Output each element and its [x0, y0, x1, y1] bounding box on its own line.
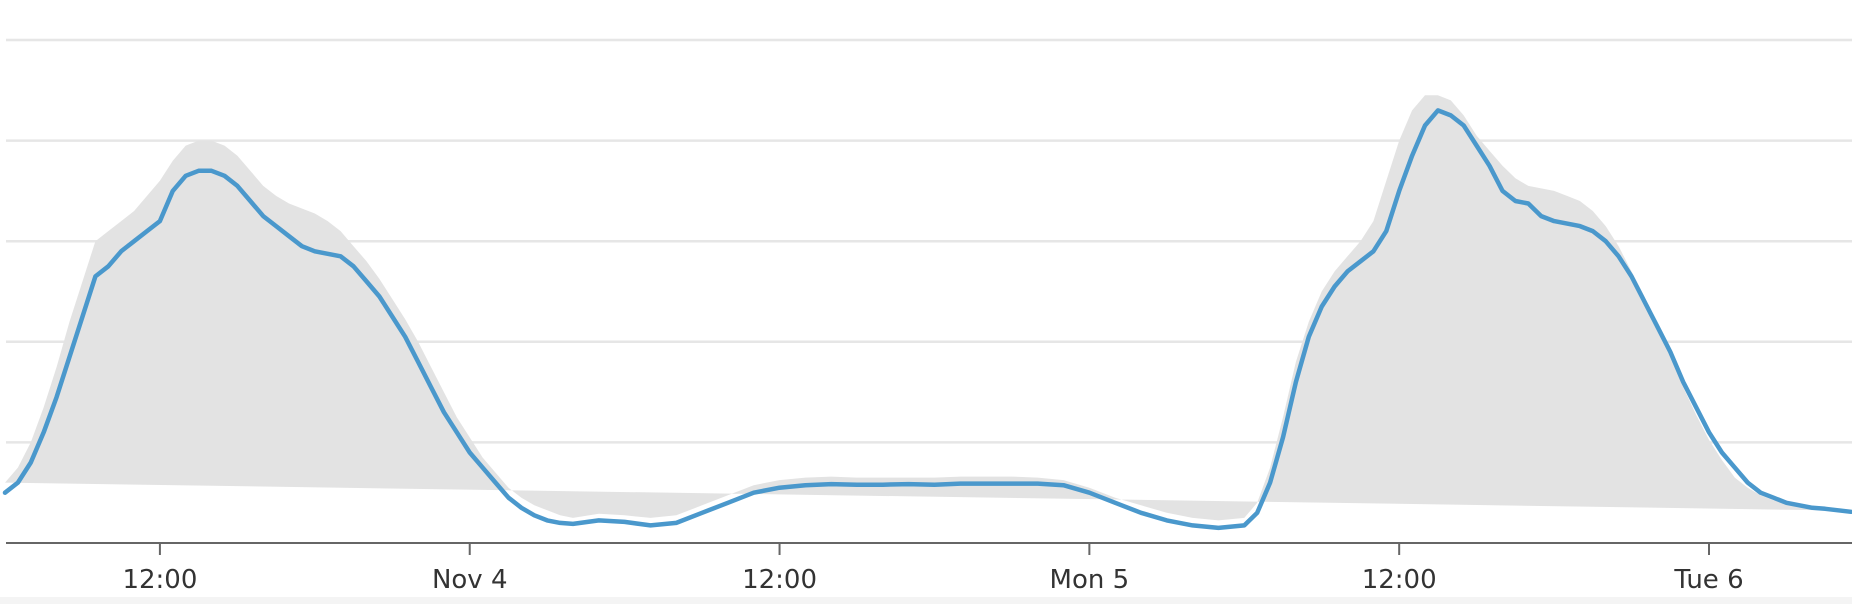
- confidence-band: [5, 95, 1826, 521]
- confidence-bands: [5, 95, 1826, 521]
- x-tick-label: 12:00: [742, 565, 817, 595]
- series-lines: [2, 108, 1852, 531]
- x-tick-label: 12:00: [1362, 565, 1437, 595]
- series-line: [2, 108, 1852, 531]
- x-tick-label: 12:00: [122, 565, 197, 595]
- x-tick-label: Tue 6: [1673, 565, 1743, 595]
- x-axis: 12:00 Nov 4 12:00 Mon 5 12:00 Tue 6: [6, 542, 1852, 595]
- x-tick-label: Mon 5: [1050, 565, 1130, 595]
- x-tick-label: Nov 4: [432, 565, 508, 595]
